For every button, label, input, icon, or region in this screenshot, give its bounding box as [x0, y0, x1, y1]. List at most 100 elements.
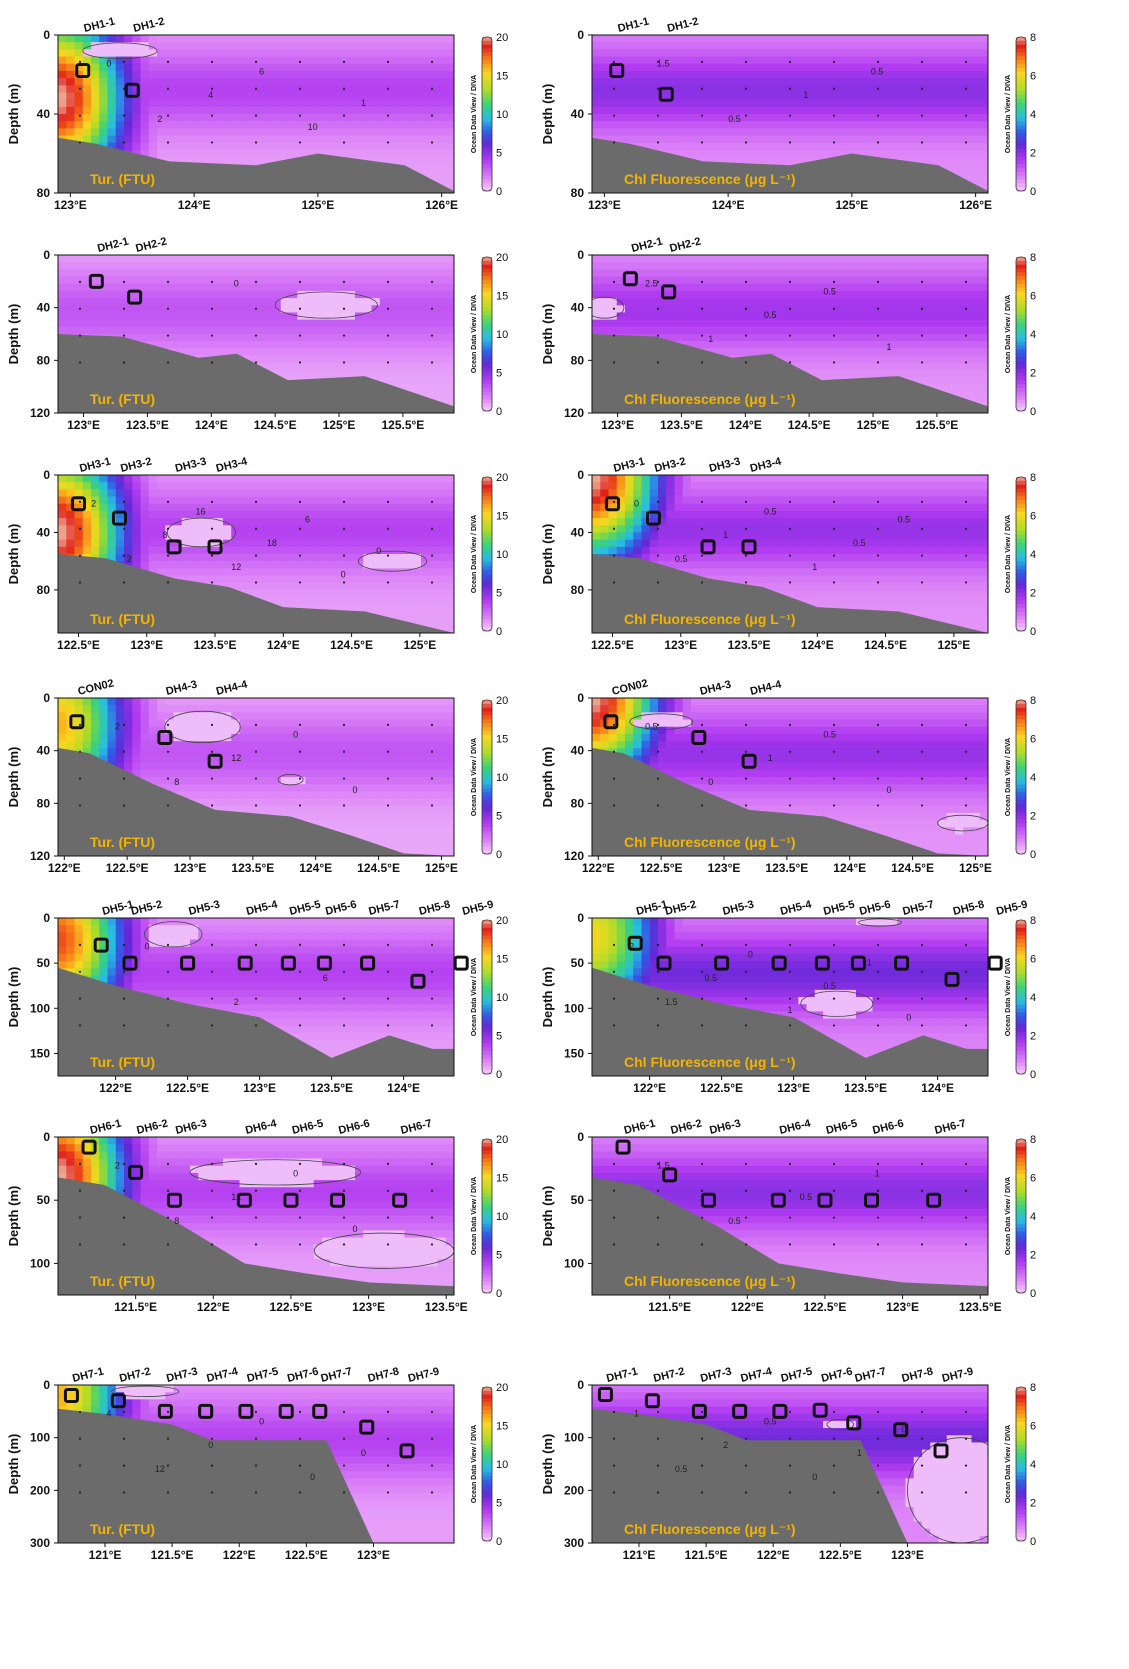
field-cell [264, 136, 273, 144]
field-cell [955, 49, 964, 57]
field-cell [732, 269, 741, 277]
field-cell [190, 291, 199, 299]
sample-dot [79, 281, 81, 283]
y-tick-label: 120 [564, 406, 584, 420]
colorbar-segment [482, 60, 492, 64]
field-cell [906, 291, 915, 299]
field-cell [58, 312, 67, 320]
field-cell [873, 85, 882, 93]
sample-dot [79, 141, 81, 143]
field-cell [831, 42, 840, 50]
colorbar-segment [482, 349, 492, 353]
colorbar-segment [1016, 45, 1026, 49]
colorbar-segment [1016, 164, 1026, 168]
field-cell [421, 114, 430, 122]
field-cell [314, 57, 323, 65]
sample-dot [789, 281, 791, 283]
field-cell [339, 277, 348, 285]
x-tick-label: 125°E [323, 418, 356, 432]
field-cell [922, 57, 931, 65]
field-cell [223, 262, 232, 270]
field-cell [840, 305, 849, 313]
field-cell [363, 334, 372, 342]
field-cell [889, 143, 898, 151]
field-cell [881, 57, 890, 65]
field-cell [930, 262, 939, 270]
field-cell [633, 42, 642, 50]
y-axis-label: Depth (m) [540, 84, 555, 145]
field-cell [281, 334, 290, 342]
field-cell [174, 114, 183, 122]
field-cell [765, 143, 774, 151]
field-cell [413, 370, 422, 378]
field-cell [922, 100, 931, 108]
field-cell [757, 35, 766, 43]
field-cell [848, 277, 857, 285]
field-cell [198, 100, 207, 108]
field-cell [972, 85, 981, 93]
field-cell [831, 100, 840, 108]
field-cell [658, 71, 667, 79]
field-cell [765, 262, 774, 270]
field-cell [963, 391, 972, 399]
field-cell [807, 71, 816, 79]
field-cell [765, 150, 774, 158]
field-cell [782, 121, 791, 129]
field-cell [980, 284, 989, 292]
field-cell [322, 100, 331, 108]
field-cell [914, 71, 923, 79]
field-cell [66, 540, 75, 548]
field-cell [774, 100, 783, 108]
field-cell [372, 121, 381, 129]
field-cell [438, 255, 447, 263]
field-cell [914, 348, 923, 356]
colorbar-segment [1016, 284, 1026, 288]
field-cell [314, 320, 323, 328]
sample-dot [921, 281, 923, 283]
field-cell [782, 49, 791, 57]
field-cell [264, 320, 273, 328]
field-cell [930, 42, 939, 50]
field-cell [380, 341, 389, 349]
field-cell [840, 107, 849, 115]
field-cell [716, 100, 725, 108]
field-cell [592, 128, 601, 136]
field-cell [99, 518, 108, 526]
field-cell [897, 363, 906, 371]
sample-dot [167, 61, 169, 63]
field-cell [132, 312, 141, 320]
field-cell [683, 114, 692, 122]
field-cell [683, 128, 692, 136]
field-cell [906, 341, 915, 349]
field-cell [906, 277, 915, 285]
field-cell [691, 150, 700, 158]
field-cell [58, 92, 67, 100]
field-cell [347, 320, 356, 328]
field-cell [972, 377, 981, 385]
field-cell [75, 312, 84, 320]
field-cell [165, 114, 174, 122]
field-cell [757, 334, 766, 342]
field-cell [922, 64, 931, 72]
field-cell [108, 128, 117, 136]
field-cell [609, 277, 618, 285]
field-cell [429, 269, 438, 277]
field-cell [66, 57, 75, 65]
field-cell [897, 85, 906, 93]
field-cell [182, 35, 191, 43]
field-cell [633, 320, 642, 328]
field-cell [724, 334, 733, 342]
variable-label: Tur. (FTU) [90, 171, 155, 187]
field-cell [75, 305, 84, 313]
field-cell [256, 327, 265, 335]
field-cell [708, 312, 717, 320]
field-cell [264, 42, 273, 50]
colorbar-tick-label: 4 [1030, 109, 1036, 121]
field-cell [421, 42, 430, 50]
field-cell [355, 128, 364, 136]
field-cell [823, 320, 832, 328]
field-cell [124, 475, 133, 483]
field-cell [782, 92, 791, 100]
field-cell [198, 277, 207, 285]
field-cell [765, 327, 774, 335]
